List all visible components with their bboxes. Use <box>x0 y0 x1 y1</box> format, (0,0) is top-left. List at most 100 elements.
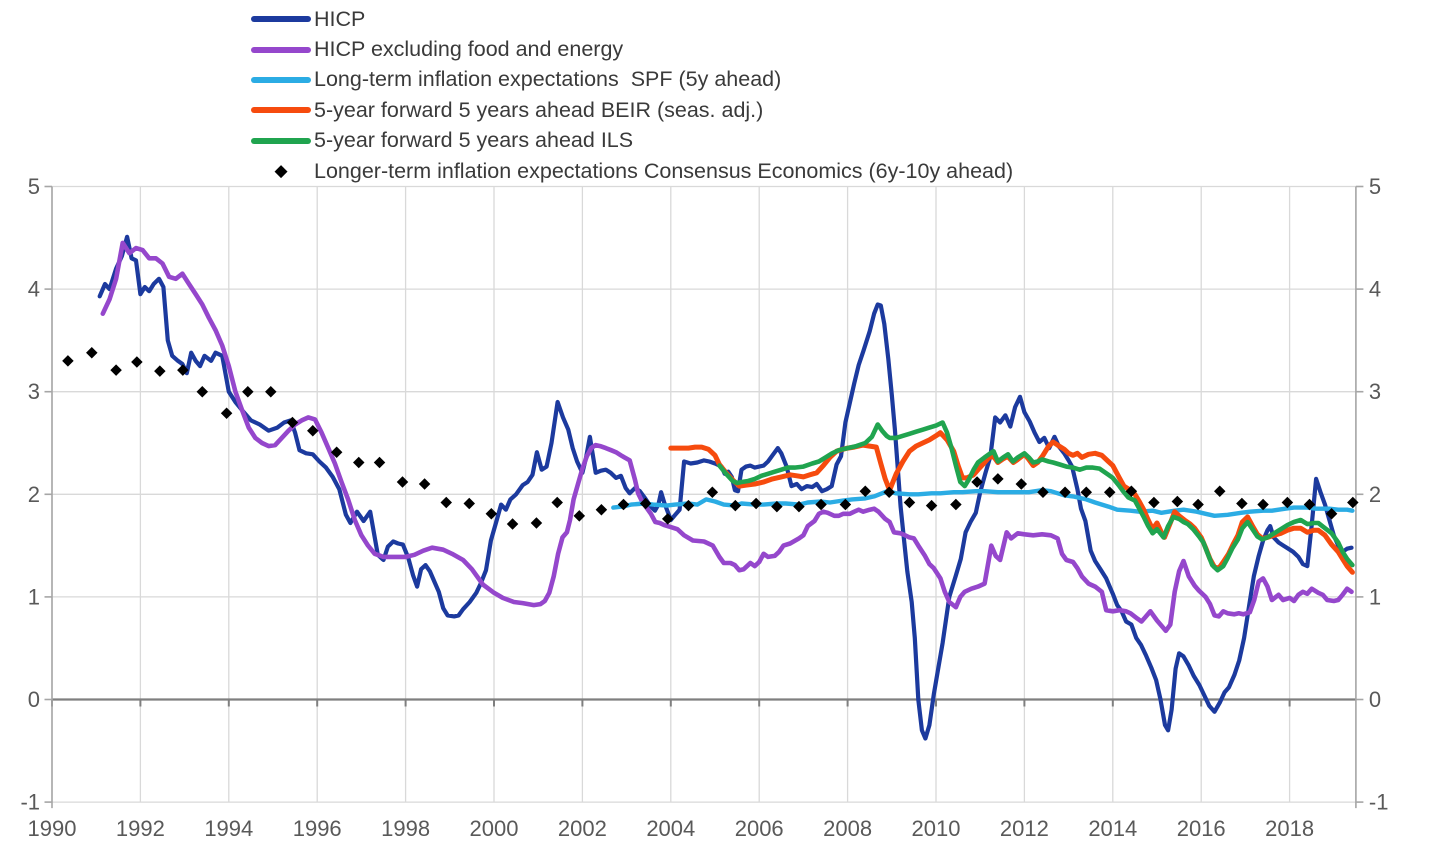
consensus-diamond-marker <box>1015 478 1028 490</box>
consensus-diamond-marker <box>1171 495 1184 508</box>
x-axis-label: 1992 <box>116 816 165 841</box>
consensus-diamond-marker <box>1214 485 1226 497</box>
consensus-diamond-marker <box>265 385 277 398</box>
consensus-diamond-marker <box>530 517 543 529</box>
consensus-diamond-marker <box>396 476 409 488</box>
legend-label-spf: Long-term inflation expectations SPF (5y… <box>314 67 782 92</box>
legend-item-spf: Long-term inflation expectations SPF (5y… <box>251 65 1013 95</box>
y-axis-label-left: -1 <box>20 790 40 815</box>
consensus-diamond-marker <box>418 478 431 490</box>
legend-item-hicp-core: HICP excluding food and energy <box>251 34 1013 64</box>
x-axis-label: 2012 <box>1000 816 1049 841</box>
chart-legend: HICP HICP excluding food and energy Long… <box>251 4 1013 186</box>
consensus-diamond-marker <box>639 497 652 510</box>
x-axis-label: 1994 <box>204 816 253 841</box>
consensus-diamond-marker <box>1236 497 1248 510</box>
x-axis-label: 2000 <box>470 816 519 841</box>
consensus-diamond-marker <box>131 356 143 368</box>
consensus-diamond-marker <box>1080 486 1093 498</box>
consensus-diamond-marker <box>859 485 872 497</box>
consensus-diamond-marker <box>1103 486 1116 498</box>
consensus-diamond-marker <box>373 456 386 469</box>
y-axis-label-right: -1 <box>1369 790 1389 815</box>
y-axis-label-right: 1 <box>1369 584 1381 609</box>
legend-line-swatch-hicp-core <box>251 46 311 53</box>
legend-diamond-marker-icon: ◆ <box>274 161 288 181</box>
consensus-diamond-marker <box>286 416 299 429</box>
y-axis-label-left: 0 <box>28 687 40 712</box>
consensus-diamond-marker <box>750 497 762 510</box>
y-axis-label-left: 5 <box>28 174 40 199</box>
y-axis-label-left: 4 <box>28 277 40 302</box>
series-line-0 <box>97 234 1354 741</box>
consensus-diamond-marker <box>815 498 827 511</box>
x-axis-label: 2002 <box>558 816 607 841</box>
consensus-diamond-marker <box>1303 498 1316 511</box>
consensus-diamond-marker <box>661 513 674 525</box>
x-axis-label: 2008 <box>823 816 872 841</box>
y-axis-label-right: 4 <box>1369 277 1381 302</box>
y-axis-label-left: 2 <box>28 482 40 507</box>
consensus-diamond-marker <box>506 518 519 530</box>
y-axis-label-right: 3 <box>1369 379 1381 404</box>
consensus-diamond-marker <box>1059 486 1071 498</box>
consensus-diamond-marker <box>1037 486 1049 498</box>
consensus-diamond-marker <box>950 498 962 511</box>
consensus-diamond-marker <box>1192 498 1204 511</box>
consensus-diamond-marker <box>992 473 1004 485</box>
x-axis-label: 2018 <box>1265 816 1314 841</box>
consensus-diamond-marker <box>971 476 983 488</box>
consensus-diamond-marker <box>573 510 586 522</box>
series-line-4 <box>717 420 1355 573</box>
legend-line-swatch-spf <box>251 76 311 83</box>
consensus-diamond-marker <box>485 508 498 520</box>
consensus-diamond-marker <box>1125 485 1138 497</box>
consensus-diamond-marker <box>706 486 719 498</box>
legend-line-swatch-ils <box>251 137 311 144</box>
x-axis-label: 2016 <box>1177 816 1226 841</box>
consensus-diamond-marker <box>925 499 938 512</box>
consensus-diamond-marker <box>307 424 319 437</box>
y-axis-label-left: 1 <box>28 584 40 609</box>
legend-item-beir: 5-year forward 5 years ahead BEIR (seas.… <box>251 95 1013 125</box>
x-axis-label: 2004 <box>646 816 695 841</box>
consensus-diamond-marker <box>682 499 695 512</box>
consensus-diamond-marker <box>771 500 783 513</box>
x-axis-label: 1998 <box>381 816 430 841</box>
consensus-diamond-marker <box>1281 496 1294 509</box>
consensus-diamond-marker <box>839 498 852 511</box>
legend-item-hicp: HICP <box>251 4 1013 34</box>
legend-label-ils: 5-year forward 5 years ahead ILS <box>314 128 634 153</box>
y-axis-label-right: 0 <box>1369 687 1381 712</box>
consensus-diamond-marker <box>220 407 233 419</box>
legend-label-hicp-core: HICP excluding food and energy <box>314 37 624 62</box>
legend-item-consensus: ◆ Longer-term inflation expectations Con… <box>251 156 1013 186</box>
legend-line-swatch-hicp <box>251 16 311 23</box>
consensus-diamond-marker <box>154 365 166 377</box>
consensus-diamond-marker <box>1257 498 1269 511</box>
consensus-diamond-marker <box>595 503 608 516</box>
consensus-diamond-marker <box>86 346 98 359</box>
consensus-diamond-marker <box>617 498 630 511</box>
consensus-diamond-marker <box>62 355 74 367</box>
legend-label-consensus: Longer-term inflation expectations Conse… <box>314 158 1014 183</box>
x-axis-label: 1990 <box>28 816 77 841</box>
consensus-diamond-marker <box>110 364 122 376</box>
x-axis-label: 2006 <box>735 816 784 841</box>
legend-label-beir: 5-year forward 5 years ahead BEIR (seas.… <box>314 97 764 122</box>
consensus-diamond-marker <box>352 456 365 469</box>
consensus-diamond-marker <box>1347 496 1359 509</box>
x-axis-label: 2014 <box>1088 816 1137 841</box>
consensus-diamond-marker <box>440 496 453 509</box>
consensus-diamond-marker <box>1148 496 1160 509</box>
y-axis-label-left: 3 <box>28 379 40 404</box>
x-axis-label: 2010 <box>912 816 961 841</box>
consensus-diamond-marker <box>1325 508 1338 520</box>
legend-label-hicp: HICP <box>314 6 366 31</box>
consensus-diamond-marker <box>196 385 209 398</box>
consensus-diamond-marker <box>883 486 895 498</box>
consensus-diamond-marker <box>729 499 742 512</box>
series-line-1 <box>100 240 1354 634</box>
